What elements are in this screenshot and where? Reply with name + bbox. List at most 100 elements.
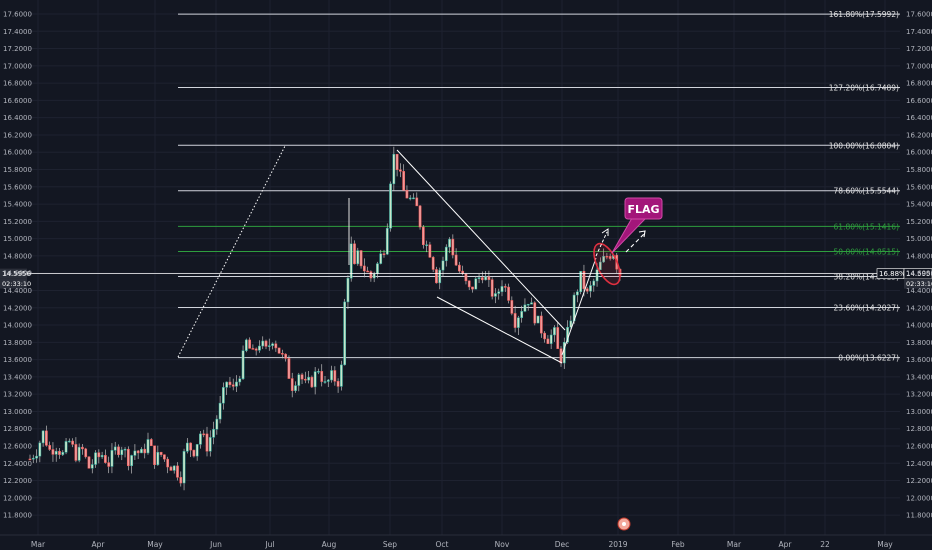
candle-body: [474, 278, 478, 290]
candle-body: [281, 353, 284, 355]
candle-body: [503, 286, 507, 288]
candle-body: [143, 448, 147, 454]
y-tick-label-left: 17.6000: [3, 11, 32, 19]
left-price-label: 14.5950: [2, 270, 31, 278]
candle-body: [133, 450, 137, 456]
y-tick-label-right: 15.0000: [906, 235, 932, 243]
candle-body: [274, 343, 278, 349]
candle-body: [277, 347, 281, 354]
candle-body: [454, 254, 458, 266]
candle-body: [359, 250, 363, 267]
candle-body: [254, 348, 258, 351]
candle-body: [84, 448, 88, 458]
candle-body: [376, 263, 379, 274]
candle-body: [582, 271, 586, 289]
candles: [28, 146, 622, 491]
y-tick-label-left: 14.0000: [3, 322, 32, 330]
flagpole-line: [561, 257, 597, 356]
y-tick-label-left: 14.6000: [3, 270, 32, 278]
candle-body: [294, 385, 297, 391]
candle-body: [556, 327, 560, 349]
y-tick-label-right: 13.0000: [906, 408, 932, 416]
candle-body: [405, 189, 409, 199]
candle-body: [231, 384, 235, 387]
x-tick-label: 2019: [608, 540, 627, 549]
y-tick-label-left: 13.4000: [3, 373, 32, 381]
candle-body: [549, 334, 553, 344]
y-tick-label-right: 15.4000: [906, 201, 932, 209]
candle-body: [202, 433, 206, 436]
candle-body: [464, 273, 468, 282]
x-tick-label: Sep: [383, 540, 397, 549]
fib-level-label: 23.60%(14.2027): [834, 304, 900, 313]
y-tick-label-right: 16.8000: [906, 80, 932, 88]
candle-body: [97, 452, 101, 458]
candle-body: [415, 197, 419, 207]
candle-body: [546, 338, 550, 344]
candle-body: [333, 370, 337, 382]
y-tick-label-left: 12.4000: [3, 460, 32, 468]
candle-body: [389, 183, 392, 229]
x-tick-label: Jul: [264, 540, 274, 549]
y-tick-label-left: 12.6000: [3, 443, 32, 451]
candle-body: [490, 279, 494, 297]
y-tick-label-right: 17.4000: [906, 28, 932, 36]
projection-arrow-dashed-line: [625, 233, 645, 253]
x-tick-label: Nov: [495, 540, 510, 549]
y-tick-label-left: 16.0000: [3, 149, 32, 157]
candle-body: [379, 253, 383, 264]
candle-body: [267, 345, 271, 347]
y-tick-label-left: 16.2000: [3, 131, 32, 139]
candle-body: [307, 376, 310, 381]
y-tick-label-right: 13.8000: [906, 339, 932, 347]
candle-body: [343, 301, 347, 366]
candle-body: [349, 243, 353, 279]
fib-level-label: 61.80%(15.1416): [834, 222, 900, 231]
candle-body: [585, 288, 589, 292]
candle-body: [441, 260, 445, 271]
candle-body: [28, 458, 32, 461]
candle-body: [559, 348, 563, 364]
candle-body: [156, 451, 160, 465]
candle-body: [589, 285, 592, 292]
fibonacci-retracement: 161.80%(17.5992) 127.20%(16.7489) 100.00%(…: [178, 10, 900, 363]
candle-body: [290, 378, 294, 391]
candle-body: [382, 253, 386, 255]
x-tick-label: 22: [820, 540, 830, 549]
left-timer-box: [0, 278, 27, 289]
candle-body: [110, 450, 114, 467]
fib-level-label: 0.00%(13.6227): [838, 354, 899, 363]
candle-body: [77, 446, 81, 461]
y-axis-right: 17.6000 17.4000 17.2000 17.0000 16.8000 16.60…: [906, 11, 932, 520]
wedge-lower-line: [436, 296, 563, 364]
candle-body: [94, 452, 97, 465]
candle-body: [264, 340, 268, 347]
candle-body: [353, 243, 356, 265]
candle-body: [271, 343, 274, 346]
candle-body: [536, 315, 540, 324]
fib-overlap-label: 16.88%: [879, 270, 906, 278]
candle-body: [480, 277, 484, 281]
candle-body: [451, 238, 455, 256]
candle-body: [448, 238, 451, 248]
candle-body: [218, 402, 222, 420]
right-timer-box: [904, 278, 932, 289]
candle-body: [195, 444, 199, 457]
candle-body: [428, 244, 432, 258]
fib-level-label: 127.20%(16.7489): [829, 84, 899, 93]
candle-body: [608, 256, 612, 259]
candle-body: [408, 197, 412, 200]
flag-highlight-ellipse: [593, 242, 621, 286]
event-marker-dot: [622, 522, 626, 526]
x-tick-label: Mar: [727, 540, 742, 549]
event-marker[interactable]: [617, 517, 631, 531]
x-tick-label: Oct: [436, 540, 449, 549]
candle-body: [385, 227, 389, 255]
candle-body: [592, 280, 596, 286]
candle-body: [45, 430, 48, 446]
candle-body: [179, 477, 183, 484]
candle-body: [484, 276, 487, 281]
candle-body: [261, 340, 265, 347]
candle-body: [346, 277, 350, 303]
